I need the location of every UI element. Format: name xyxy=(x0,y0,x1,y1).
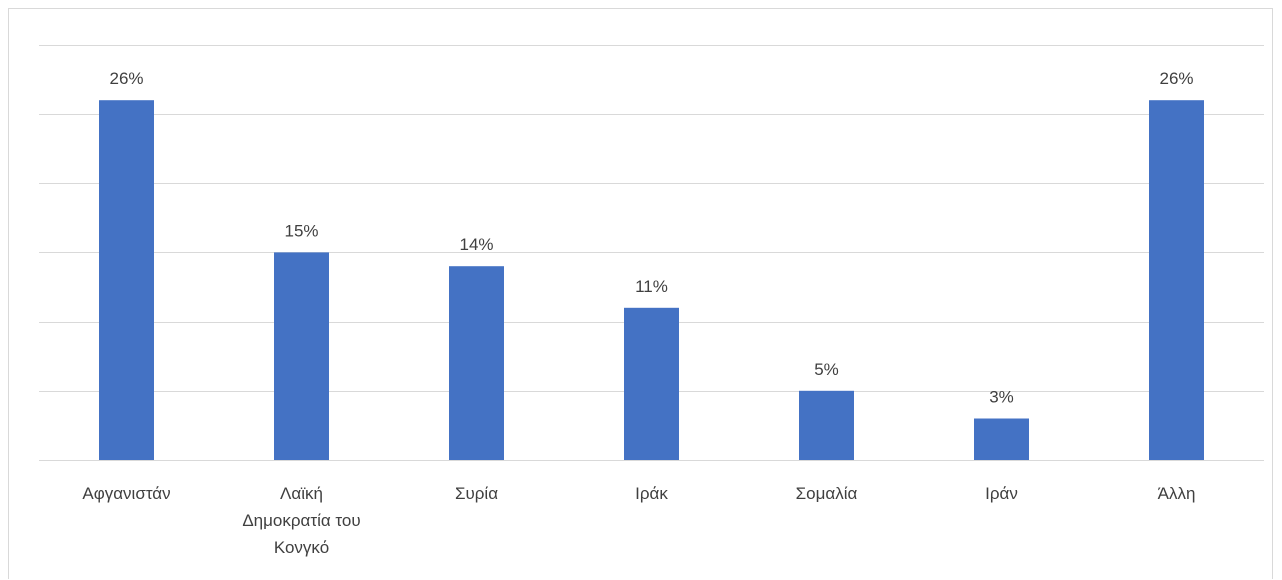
category-label: Σομαλία xyxy=(796,484,858,503)
data-labels: 26% 15% 14% 11% 5% 3% 26% xyxy=(109,69,1193,406)
data-label: 5% xyxy=(814,360,839,379)
bar xyxy=(274,252,329,460)
bar xyxy=(624,307,679,460)
bar-chart: 26% 15% 14% 11% 5% 3% 26% Αφγανιστάν Λαϊκή Δημοκ… xyxy=(39,45,1264,557)
data-label: 26% xyxy=(1159,69,1193,88)
data-label: 3% xyxy=(989,388,1014,407)
category-label: Αφγανιστάν xyxy=(82,484,170,503)
data-label: 15% xyxy=(284,221,318,240)
bars xyxy=(99,100,1204,460)
chart-frame: 26% 15% 14% 11% 5% 3% 26% Αφγανιστάν Λαϊκή Δημοκ… xyxy=(8,8,1273,579)
data-label: 26% xyxy=(109,69,143,88)
bar xyxy=(1149,100,1204,460)
bar xyxy=(99,100,154,460)
data-label: 14% xyxy=(459,235,493,254)
category-label: Λαϊκή Δημοκρατία του Κονγκό xyxy=(242,484,360,557)
category-label: Άλλη xyxy=(1158,484,1196,503)
gridlines xyxy=(39,45,1264,461)
category-labels: Αφγανιστάν Λαϊκή Δημοκρατία του Κονγκό Συρία… xyxy=(82,484,1195,557)
data-label: 11% xyxy=(635,277,668,296)
category-label: Ιράκ xyxy=(635,484,668,503)
bar xyxy=(449,266,504,460)
bar xyxy=(799,390,854,460)
bar xyxy=(974,418,1029,460)
category-label: Ιράν xyxy=(985,484,1018,503)
category-label: Συρία xyxy=(455,484,498,503)
